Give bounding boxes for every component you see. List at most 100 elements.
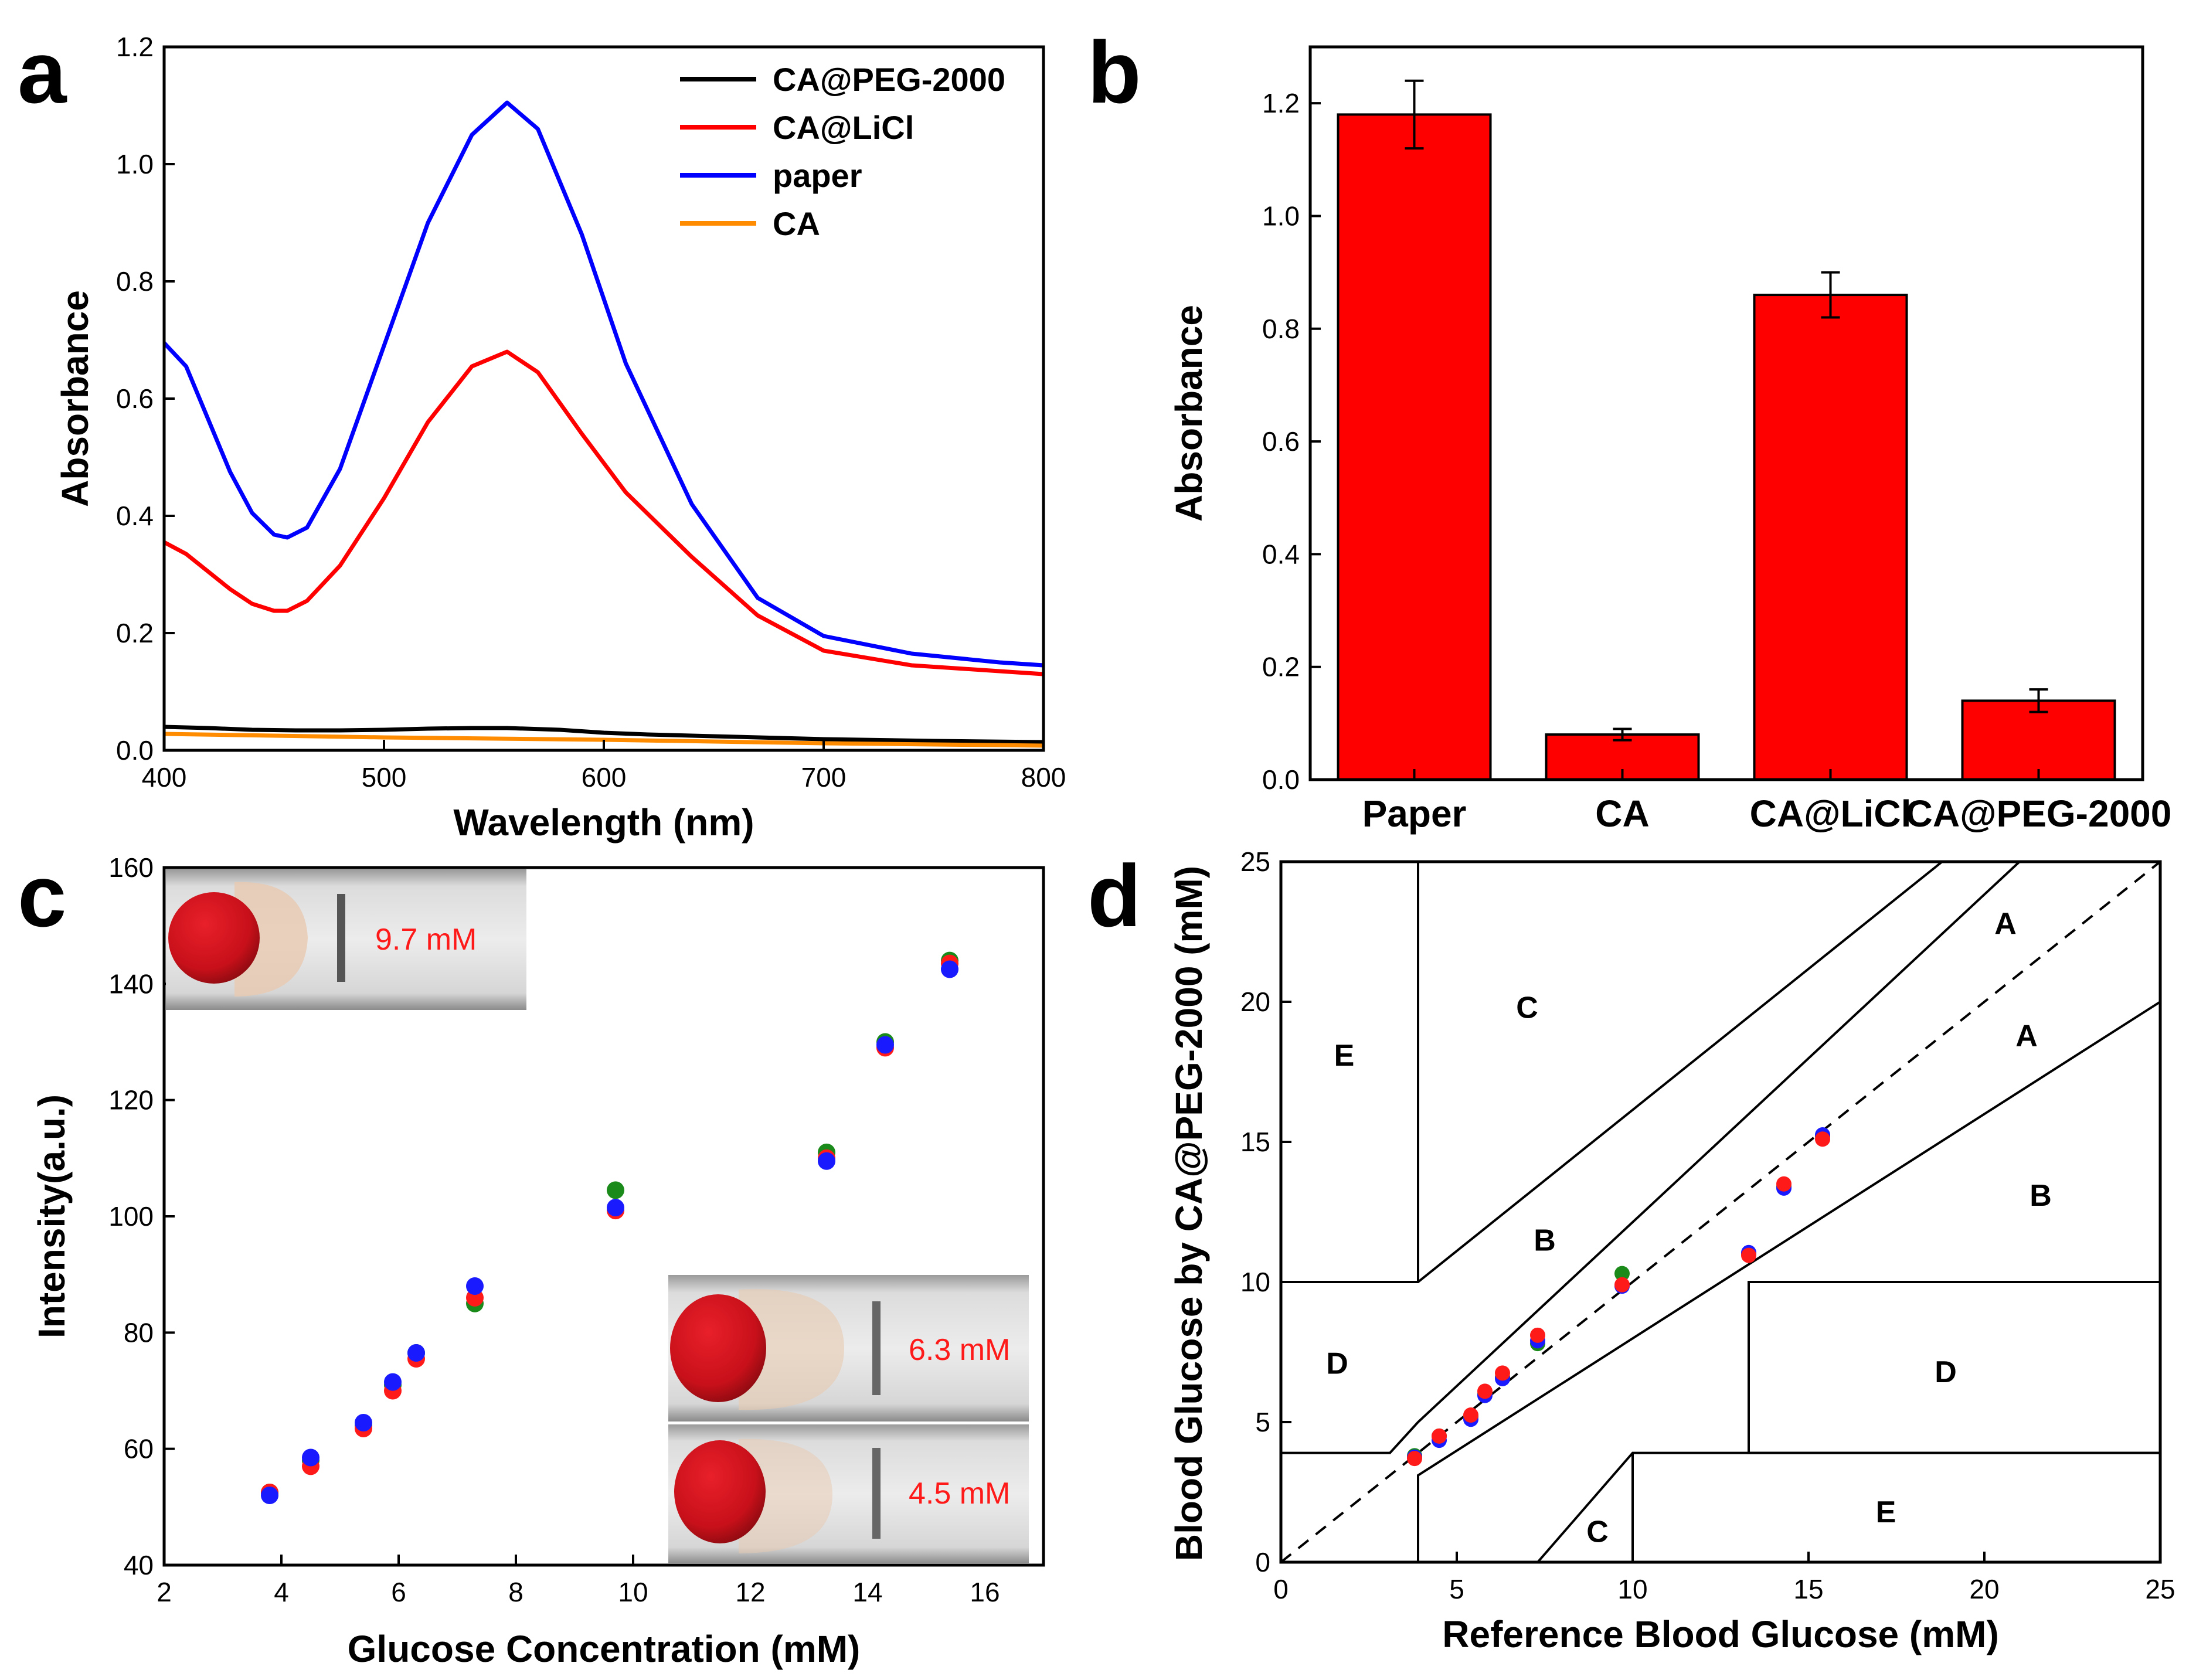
zone-boundary [1281, 862, 1943, 1283]
inset-label-6-3mM: 6.3 mM [909, 1333, 1010, 1367]
panel-d-error-grid: 0 5 10 15 20 25 0 5 10 15 20 25 A A B B C C D D E E Referenc… [1168, 846, 2175, 1655]
legend-label-CA@PEG-2000: CA@PEG-2000 [773, 61, 1005, 98]
y-tick-label: 1.2 [1262, 88, 1300, 118]
bar-CA@PEG-2000 [1961, 699, 2116, 781]
data-point-red [1614, 1277, 1630, 1293]
y-tick-label: 0.4 [1262, 539, 1300, 569]
y-tick-label: 5 [1255, 1407, 1270, 1437]
x-tick-label: 5 [1449, 1574, 1464, 1604]
data-point-blue [941, 960, 958, 978]
y-tick-label: 25 [1240, 846, 1270, 877]
x-tick-label: 4 [274, 1577, 289, 1607]
zone-label-C: C [1516, 991, 1538, 1025]
data-point-red [1432, 1428, 1447, 1444]
y-tick-label: 100 [108, 1201, 154, 1232]
panel-d-plot-frame [1279, 860, 2162, 1564]
x-tick-label: 800 [1021, 762, 1066, 793]
y-tick-label: 0.4 [116, 501, 154, 531]
series-line-paper [164, 100, 1043, 668]
x-tick-label: 16 [970, 1577, 1000, 1607]
identity-line [1281, 862, 2160, 1562]
y-tick-label: 140 [108, 968, 154, 999]
panel-a-x-axis-label: Wavelength (nm) [453, 801, 754, 844]
panel-b-plot-frame [1308, 45, 2144, 781]
inset-photo-9-7mM: 9.7 mM [166, 869, 526, 1010]
data-point-red [1815, 1131, 1830, 1147]
data-point-red [1495, 1365, 1510, 1381]
category-label-CA@PEG-2000: CA@PEG-2000 [1906, 793, 2172, 835]
blood-drop [670, 1294, 766, 1402]
x-tick-label: 400 [142, 762, 187, 793]
data-point-blue [876, 1036, 894, 1054]
zone-label-E: E [1876, 1495, 1896, 1529]
test-line [872, 1301, 881, 1395]
y-tick-label: 0.2 [1262, 652, 1300, 682]
x-tick-label: 0 [1273, 1574, 1289, 1604]
panel-a-plot-frame [162, 45, 1045, 752]
panel-letter-b: b [1087, 23, 1141, 121]
panel-a-y-axis-label: Absorbance [54, 290, 96, 507]
y-tick-label: 0.2 [116, 618, 154, 648]
x-tick-label: 14 [852, 1577, 882, 1607]
y-tick-label: 10 [1240, 1267, 1270, 1297]
y-tick-label: 80 [124, 1317, 154, 1348]
legend-label-paper: paper [773, 157, 862, 194]
panel-b-y-axis-label: Absorbance [1168, 305, 1210, 522]
panel-c-x-axis-label: Glucose Concentration (mM) [348, 1628, 861, 1670]
zone-label-D: D [1935, 1355, 1957, 1389]
y-tick-label: 120 [108, 1085, 154, 1116]
zone-label-C: C [1586, 1515, 1609, 1549]
legend-label-CA@LiCl: CA@LiCl [773, 109, 914, 146]
zone-boundary [1281, 862, 2021, 1454]
legend-label-CA: CA [773, 205, 820, 242]
data-point-blue [261, 1487, 278, 1504]
x-tick-label: 6 [391, 1577, 406, 1607]
series-line-CA@PEG-2000 [164, 725, 1043, 744]
data-point-green [1614, 1266, 1630, 1281]
blood-drop [674, 1440, 766, 1543]
zone-label-B: B [1534, 1223, 1556, 1257]
data-point-green [607, 1181, 624, 1199]
zone-label-A: A [2015, 1019, 2038, 1053]
inset-label-4-5mM: 4.5 mM [909, 1477, 1010, 1511]
data-point-red [1776, 1176, 1792, 1192]
zone-boundary [1417, 1001, 2160, 1562]
data-point-blue [302, 1448, 319, 1467]
zone-label-D: D [1326, 1347, 1348, 1381]
zone-label-A: A [1994, 907, 2017, 941]
y-tick-label: 0.8 [1262, 314, 1300, 344]
panel-a-line-chart: 400 500 600 700 800 0.0 0.2 0.4 0.6 0.8 1.0 1.2 Wav… [54, 32, 1066, 844]
y-tick-label: 60 [124, 1434, 154, 1464]
y-tick-label: 0.6 [116, 383, 154, 414]
series-line-CA@LiCl [164, 349, 1043, 676]
data-point-blue [355, 1414, 372, 1432]
x-tick-label: 12 [735, 1577, 765, 1607]
inset-label-9-7mM: 9.7 mM [375, 923, 477, 957]
x-tick-label: 500 [362, 762, 407, 793]
x-tick-label: 15 [1793, 1574, 1823, 1604]
y-tick-label: 1.2 [116, 32, 154, 62]
data-point-blue [384, 1373, 402, 1391]
panel-c-scatter-chart: 2 4 6 8 10 12 14 16 40 60 80 100 120 140 160 9.7 mM 6.… [30, 852, 1045, 1670]
y-tick-label: 15 [1240, 1127, 1270, 1157]
panel-letter-d: d [1087, 846, 1141, 945]
panel-letter-c: c [18, 846, 66, 945]
data-point-red [1530, 1327, 1545, 1343]
panel-d-y-axis-label: Blood Glucose by CA@PEG-2000 (mM) [1168, 866, 1210, 1561]
data-point-red [1477, 1383, 1493, 1399]
zone-label-B: B [2030, 1179, 2052, 1213]
x-tick-label: 2 [157, 1577, 172, 1607]
bar-Paper [1337, 113, 1492, 781]
category-label-CA: CA [1595, 793, 1649, 835]
panel-c-y-axis-label: Intensity(a.u.) [30, 1094, 73, 1338]
blood-drop [168, 892, 260, 984]
test-line [337, 894, 345, 982]
x-tick-label: 8 [508, 1577, 523, 1607]
x-tick-label: 600 [582, 762, 627, 793]
data-point-blue [407, 1344, 425, 1362]
data-point-blue [818, 1152, 835, 1170]
data-point-blue [466, 1277, 484, 1295]
inset-photo-4-5mM: 4.5 mM [668, 1424, 1029, 1564]
